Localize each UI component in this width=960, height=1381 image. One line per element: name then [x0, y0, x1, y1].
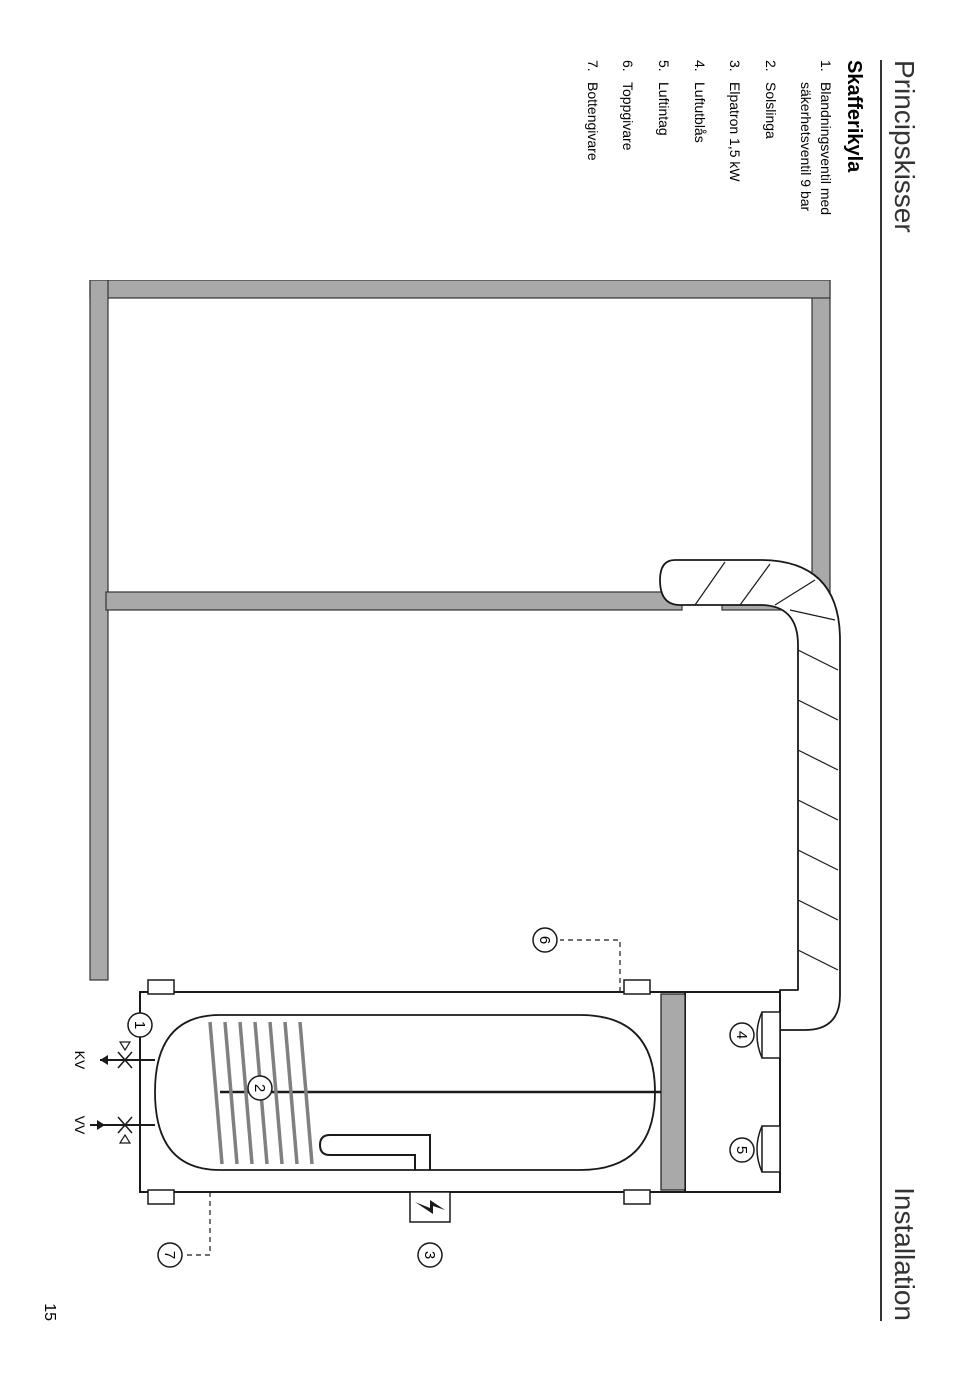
safety-valve — [118, 1117, 132, 1143]
callout-7: 7 — [161, 1251, 178, 1259]
legend-item: 6.Toppgivare — [618, 60, 638, 260]
exhaust-duct — [660, 560, 840, 1030]
legend-item: 3.Elpatron 1,5 kW — [725, 60, 745, 260]
callout-1: 1 — [131, 1021, 148, 1029]
header-divider — [881, 60, 883, 1321]
label-kv: KV — [72, 1051, 88, 1070]
breadcrumb-right: Installation — [888, 1187, 920, 1321]
callout-3: 3 — [421, 1251, 438, 1259]
legend-item: 5.Luftintag — [653, 60, 673, 260]
callout-2: 2 — [251, 1084, 268, 1092]
legend-item: 7.Bottengivare — [582, 60, 602, 260]
walls — [90, 280, 830, 980]
legend-item: 2.Solslinga — [760, 60, 780, 260]
page-number: 15 — [40, 1303, 58, 1321]
schematic-diagram: 1 2 3 4 5 6 7 KV VV — [60, 280, 860, 1330]
tank-unit — [90, 940, 780, 1255]
label-vv: VV — [72, 1116, 88, 1135]
legend-item: 4.Luftutblås — [689, 60, 709, 260]
legend-item: 1.Blandningsventil med säkerhetsventil 9… — [796, 60, 835, 260]
breadcrumb-left: Principskisser — [888, 60, 920, 233]
legend: 1.Blandningsventil med säkerhetsventil 9… — [566, 60, 835, 260]
callout-4: 4 — [733, 1031, 750, 1039]
callout-5: 5 — [733, 1146, 750, 1154]
callout-6: 6 — [536, 936, 553, 944]
mixing-valve — [116, 1042, 134, 1068]
section-title: Skafferikyla — [842, 60, 865, 172]
